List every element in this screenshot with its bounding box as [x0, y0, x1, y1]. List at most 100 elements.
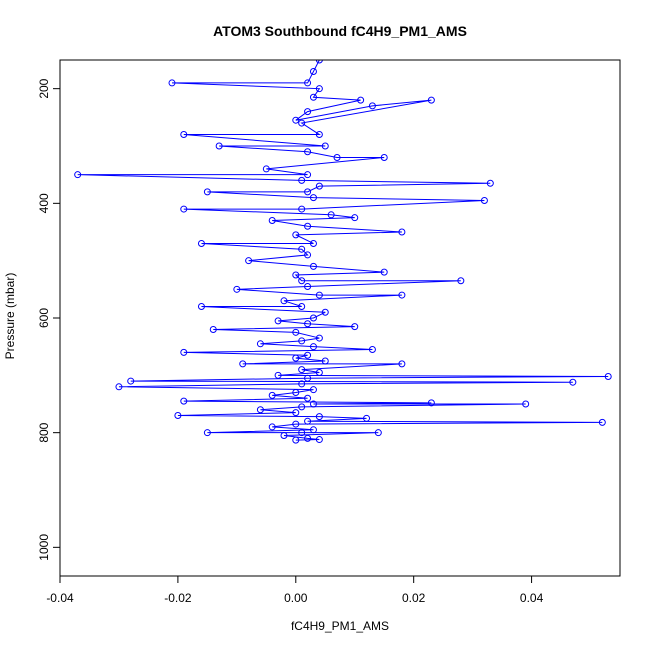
- data-point: [315, 85, 323, 93]
- data-point: [292, 420, 300, 428]
- data-point: [256, 406, 264, 414]
- data-point: [168, 79, 176, 87]
- data-point: [298, 176, 306, 184]
- data-point: [398, 360, 406, 368]
- data-point: [309, 314, 317, 322]
- chart-title: ATOM3 Southbound fC4H9_PM1_AMS: [213, 23, 467, 39]
- data-point: [398, 291, 406, 299]
- data-point: [304, 351, 312, 359]
- data-point: [357, 96, 365, 104]
- data-point: [298, 205, 306, 213]
- data-point: [315, 436, 323, 444]
- x-axis-label: fC4H9_PM1_AMS: [291, 619, 389, 633]
- data-point: [427, 399, 435, 407]
- data-point: [427, 96, 435, 104]
- data-point: [239, 360, 247, 368]
- y-axis-label: Pressure (mbar): [3, 273, 17, 360]
- data-point: [268, 391, 276, 399]
- data-point: [256, 340, 264, 348]
- data-point: [309, 262, 317, 270]
- data-point: [197, 303, 205, 311]
- y-tick-label: 600: [37, 308, 51, 328]
- data-point: [180, 205, 188, 213]
- data-point: [274, 317, 282, 325]
- data-point: [233, 285, 241, 293]
- data-point: [321, 142, 329, 150]
- data-point: [292, 436, 300, 444]
- data-point: [309, 67, 317, 75]
- data-point: [480, 196, 488, 204]
- data-point: [321, 357, 329, 365]
- x-axis: -0.04 -0.02 0.00 0.02 0.04: [46, 575, 544, 605]
- data-point: [268, 217, 276, 225]
- data-point: [292, 116, 300, 124]
- data-point: [262, 165, 270, 173]
- x-tick-label: 0.04: [520, 591, 544, 605]
- y-tick-label: 800: [37, 422, 51, 442]
- data-point: [374, 429, 382, 437]
- data-point: [309, 239, 317, 247]
- data-point: [197, 239, 205, 247]
- y-tick-label: 400: [37, 193, 51, 213]
- data-point: [74, 171, 82, 179]
- data-point: [298, 337, 306, 345]
- data-point: [304, 188, 312, 196]
- data-point: [315, 334, 323, 342]
- data-point: [304, 171, 312, 179]
- data-point: [203, 188, 211, 196]
- data-point: [315, 368, 323, 376]
- data-point: [309, 194, 317, 202]
- data-point: [292, 271, 300, 279]
- data-point: [298, 429, 306, 437]
- data-point: [298, 380, 306, 388]
- data-point: [304, 251, 312, 259]
- data-point: [127, 377, 135, 385]
- data-point: [292, 328, 300, 336]
- data-point: [309, 386, 317, 394]
- data-point: [268, 423, 276, 431]
- data-point: [298, 303, 306, 311]
- x-tick-label: 0.02: [402, 591, 426, 605]
- data-point: [598, 418, 606, 426]
- data-point: [304, 148, 312, 156]
- data-point: [180, 131, 188, 139]
- data-point: [280, 297, 288, 305]
- data-point: [304, 434, 312, 442]
- data-point: [180, 397, 188, 405]
- data-point: [315, 413, 323, 421]
- data-point: [368, 346, 376, 354]
- series-line: [77, 60, 609, 441]
- data-point: [569, 378, 577, 386]
- data-point: [321, 308, 329, 316]
- data-point: [304, 374, 312, 382]
- data-point: [315, 131, 323, 139]
- data-point: [333, 153, 341, 161]
- data-point: [522, 400, 530, 408]
- data-point: [304, 320, 312, 328]
- data-point: [363, 414, 371, 422]
- data-point: [380, 268, 388, 276]
- data-point: [280, 432, 288, 440]
- data-point: [298, 366, 306, 374]
- data-point: [351, 323, 359, 331]
- data-point: [292, 231, 300, 239]
- x-tick-label: -0.04: [46, 591, 74, 605]
- plot-marks: [74, 60, 612, 444]
- data-point: [309, 343, 317, 351]
- data-point: [304, 282, 312, 290]
- data-point: [309, 426, 317, 434]
- data-point: [315, 291, 323, 299]
- y-axis: 200 400 600 800 1000: [37, 78, 61, 561]
- data-point: [327, 211, 335, 219]
- data-point: [315, 182, 323, 190]
- data-point: [304, 222, 312, 230]
- data-point: [298, 403, 306, 411]
- data-point: [292, 409, 300, 417]
- data-point: [604, 372, 612, 380]
- data-point: [315, 60, 323, 64]
- data-point: [292, 354, 300, 362]
- data-point: [351, 214, 359, 222]
- data-point: [298, 277, 306, 285]
- data-point: [298, 245, 306, 253]
- data-point: [245, 257, 253, 265]
